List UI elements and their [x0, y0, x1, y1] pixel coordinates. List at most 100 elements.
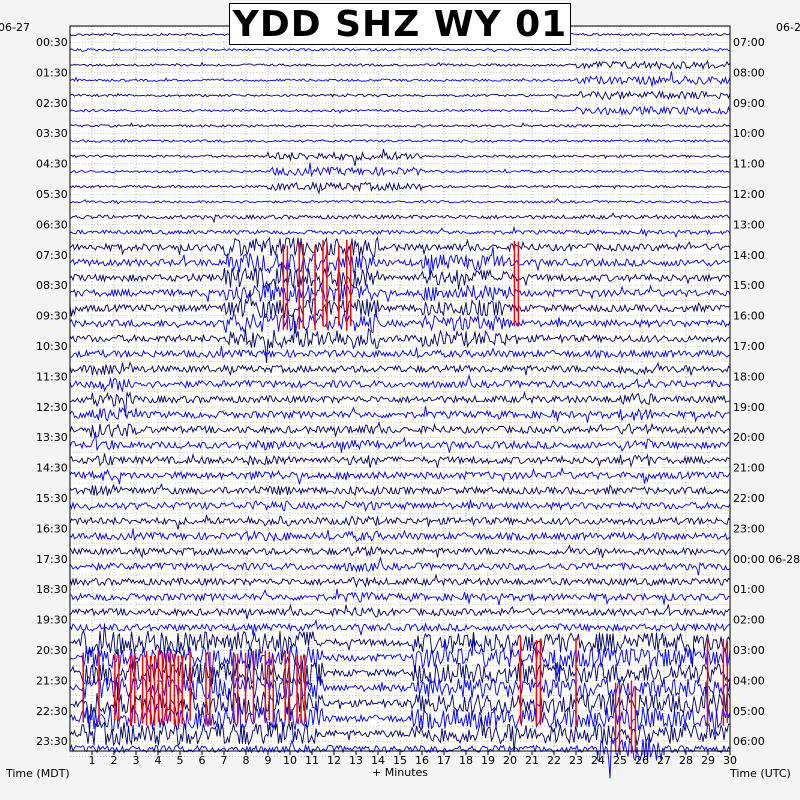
right-time-label: 01:00	[733, 583, 765, 596]
right-time-label: 05:00	[733, 705, 765, 718]
right-time-label: 15:00	[733, 279, 765, 292]
trace-row	[69, 421, 731, 439]
x-tick-label: 12	[327, 754, 341, 767]
trace-row	[69, 431, 731, 453]
x-tick-label: 22	[547, 754, 561, 767]
trace-row	[69, 499, 731, 512]
x-tick-label: 11	[305, 754, 319, 767]
trace-row	[69, 181, 731, 195]
trace-row	[69, 528, 731, 543]
left-time-label: 11:30	[36, 370, 68, 383]
trace-row	[69, 623, 731, 668]
trace-row	[69, 225, 731, 239]
trace-row	[69, 452, 731, 468]
x-tick-label: 29	[701, 754, 715, 767]
x-tick-label: 26	[635, 754, 649, 767]
left-time-label: 06:30	[36, 218, 68, 231]
left-time-label: 10:30	[36, 340, 68, 353]
x-tick-label: 20	[503, 754, 517, 767]
trace-row	[69, 47, 731, 53]
trace-row	[69, 658, 731, 686]
trace-row	[69, 198, 731, 205]
trace-row	[69, 149, 731, 166]
x-axis-title: + Minutes	[372, 766, 428, 779]
x-tick-label: 4	[155, 754, 162, 767]
trace-row	[69, 71, 731, 87]
x-tick-label: 3	[133, 754, 140, 767]
left-time-label: 15:30	[36, 492, 68, 505]
x-tick-label: 17	[437, 754, 451, 767]
left-time-label: 07:30	[36, 249, 68, 262]
x-tick-labels: 1 2 3 4 5 6 7 8 9 10 11 12 13 14 15 16 17 18 19 20 21 22 23 24 2…	[89, 751, 737, 767]
right-time-label: 14:00	[733, 249, 765, 262]
x-tick-label: 27	[657, 754, 671, 767]
x-tick-label: 24	[591, 754, 605, 767]
trace-row	[69, 312, 731, 334]
left-time-label: 05:30	[36, 188, 68, 201]
left-time-label: 14:30	[36, 462, 68, 475]
trace-row	[69, 283, 731, 304]
right-time-label: 20:00	[733, 431, 765, 444]
left-time-label: 09:30	[36, 310, 68, 323]
clipped-segments	[82, 239, 729, 754]
right-time-label: 12:00	[733, 188, 765, 201]
trace-row	[69, 59, 731, 71]
x-tick-label: 16	[415, 754, 429, 767]
right-time-label: 06:00	[733, 735, 765, 748]
left-time-label: 18:30	[36, 583, 68, 596]
chart-title: YDD SHZ WY 01	[229, 3, 571, 45]
left-time-label: 12:30	[36, 401, 68, 414]
trace-row	[69, 122, 731, 128]
trace-row	[69, 320, 731, 363]
trace-row	[69, 90, 731, 101]
trace-row	[69, 573, 731, 588]
left-time-label: 21:30	[36, 674, 68, 687]
trace-row	[69, 637, 731, 687]
right-time-label: 07:00	[733, 36, 765, 49]
right-time-label: 13:00	[733, 218, 765, 231]
right-time-label: 04:00	[733, 674, 765, 687]
trace-row	[69, 406, 731, 423]
x-tick-label: 28	[679, 754, 693, 767]
trace-row	[69, 466, 731, 486]
trace-row	[69, 482, 731, 497]
right-time-label: 18:00	[733, 370, 765, 383]
left-time-label: 02:30	[36, 97, 68, 110]
trace-row	[69, 162, 731, 177]
x-tick-label: 10	[283, 754, 297, 767]
right-time-label: 21:00	[733, 462, 765, 475]
left-time-label: 13:30	[36, 431, 68, 444]
left-axis-title: Time (MDT)	[5, 767, 70, 780]
x-tick-label: 6	[199, 754, 206, 767]
trace-row	[69, 603, 731, 620]
left-time-label: 20:30	[36, 644, 68, 657]
trace-row	[70, 588, 731, 606]
right-time-label: 03:00	[733, 644, 765, 657]
left-time-label: 03:30	[36, 127, 68, 140]
right-time-label: 11:00	[733, 158, 765, 171]
right-time-label: 17:00	[733, 340, 765, 353]
right-time-label: 22:00	[733, 492, 765, 505]
trace-row	[69, 137, 731, 144]
right-time-label: 16:00	[733, 310, 765, 323]
x-tick-label: 18	[459, 754, 473, 767]
left-time-label: 04:30	[36, 158, 68, 171]
trace-row	[69, 390, 731, 417]
right-time-label: 02:00	[733, 614, 765, 627]
date-left: 06-27	[0, 21, 30, 34]
left-time-label: 19:30	[36, 614, 68, 627]
trace-row	[69, 290, 731, 319]
left-time-label: 00:30	[36, 36, 68, 49]
x-tick-label: 8	[243, 754, 250, 767]
trace-row	[69, 373, 731, 393]
right-time-label: 08:00	[733, 66, 765, 79]
right-time-label: 00:00 06-28	[733, 553, 800, 566]
right-axis-title: Time (UTC)	[729, 767, 791, 780]
right-time-labels: 07:00 08:00 09:00 10:00 11:00 12:00 13:00 14:00…	[733, 36, 800, 748]
x-tick-label: 15	[393, 754, 407, 767]
left-time-label: 01:30	[36, 66, 68, 79]
left-time-labels: 00:30 01:30 02:30 03:30 04:30 05:30 06:30 07:30…	[36, 36, 68, 748]
left-time-label: 17:30	[36, 553, 68, 566]
x-tick-label: 23	[569, 754, 583, 767]
